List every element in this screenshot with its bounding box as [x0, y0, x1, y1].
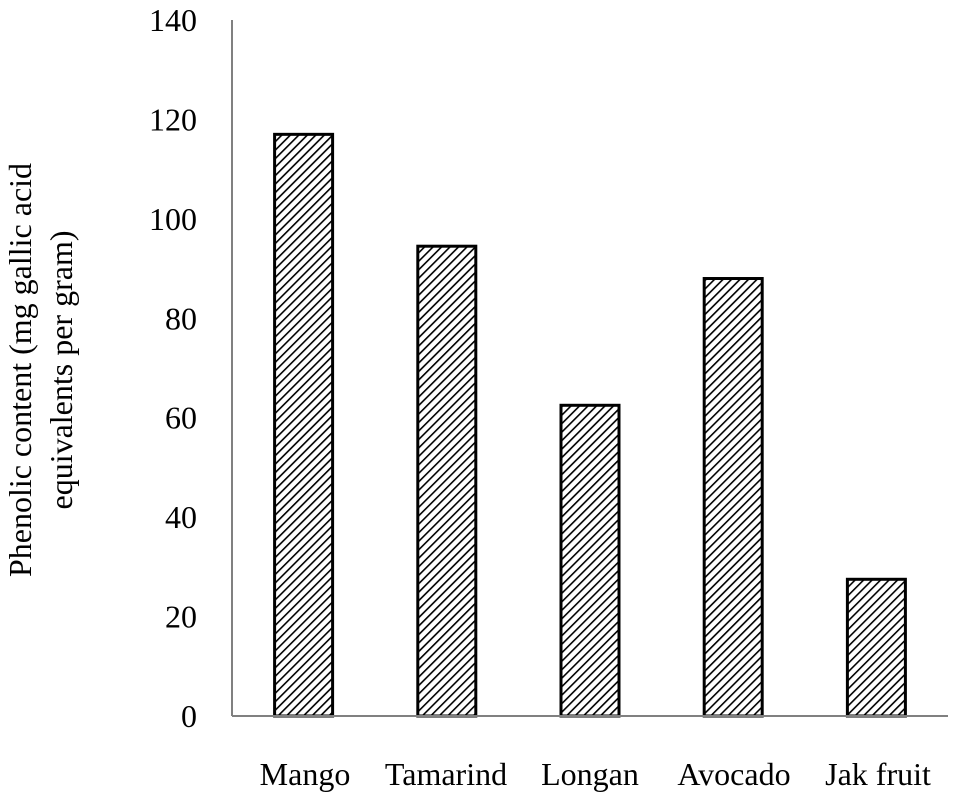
y-tick-label: 120 [149, 101, 197, 137]
x-axis-category-labels: Mango Tamarind Longan Avocado Jak fruit [260, 756, 931, 792]
x-category-label: Tamarind [385, 756, 507, 792]
bar-tamarind [416, 244, 478, 718]
bar-avocado [702, 277, 764, 718]
y-tick-label: 20 [165, 599, 197, 635]
y-tick-label: 40 [165, 499, 197, 535]
y-tick-label: 80 [165, 300, 197, 336]
bars [273, 132, 907, 718]
y-axis-title: Phenolic content (mg gallic acid equival… [2, 163, 79, 577]
y-tick-label: 60 [165, 400, 197, 436]
x-category-label: Jak fruit [825, 756, 931, 792]
y-axis-title-line-1: Phenolic content (mg gallic acid [2, 163, 38, 577]
y-tick-label: 100 [149, 201, 197, 237]
y-tick-label: 0 [181, 698, 197, 734]
x-category-label: Mango [260, 756, 351, 792]
y-tick-label: 140 [149, 2, 197, 38]
y-axis-title-line-2: equivalents per gram) [43, 231, 79, 510]
bar-longan [559, 403, 621, 718]
y-axis-tick-labels: 0 20 40 60 80 100 120 140 [149, 2, 197, 734]
bar-jak-fruit [845, 577, 907, 718]
x-category-label: Avocado [677, 756, 790, 792]
bar-mango [273, 132, 335, 718]
x-category-label: Longan [541, 756, 639, 792]
